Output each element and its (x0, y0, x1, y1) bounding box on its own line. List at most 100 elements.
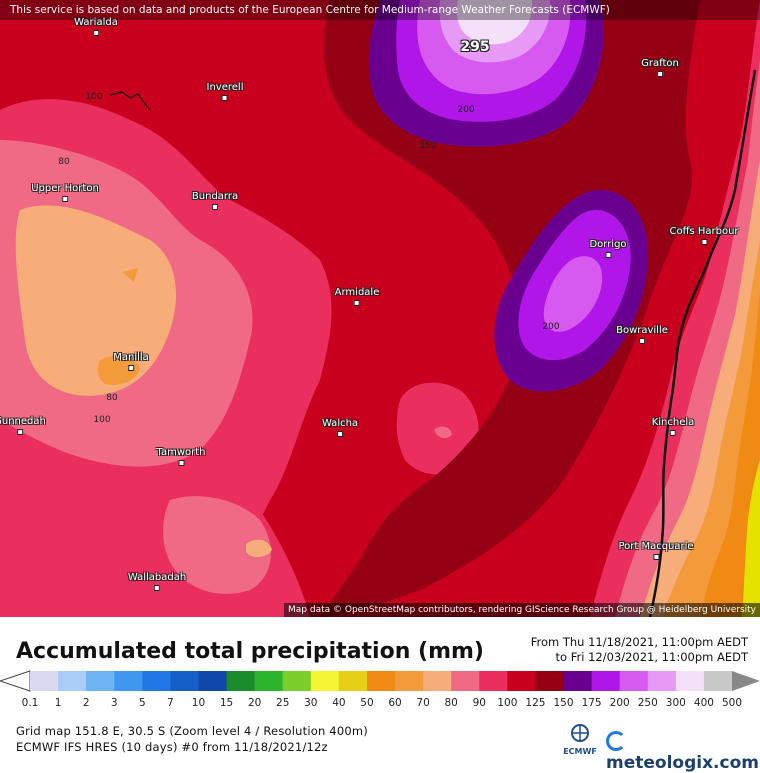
legend-swatch (310, 671, 340, 691)
legend-tick-label: 100 (497, 697, 518, 709)
city-marker[interactable]: Coffs Harbour (669, 226, 739, 245)
legend-swatch (647, 671, 677, 691)
city-marker[interactable]: Port Macquarie (618, 541, 694, 560)
city-name: Walcha (321, 418, 359, 429)
city-marker[interactable]: Walcha (322, 418, 358, 437)
orange-west-region (15, 205, 176, 396)
legend-swatch (451, 671, 480, 691)
city-marker[interactable]: Manilla (113, 352, 149, 371)
city-marker[interactable]: Armidale (334, 287, 380, 306)
orange-patch (122, 268, 138, 282)
city-marker[interactable]: Kinchela (652, 417, 694, 436)
chart-title: Accumulated total precipitation (mm) (16, 639, 484, 664)
legend-arrow-right (732, 671, 760, 691)
city-dot (93, 30, 99, 36)
city-marker[interactable]: Dorrigo (589, 239, 627, 258)
color-legend-bar (0, 670, 760, 692)
legend-tick-label: 150 (553, 697, 574, 709)
city-dot (128, 365, 134, 371)
legend-tick-label: 2 (82, 697, 90, 709)
legend-tick-label: 10 (191, 697, 206, 709)
map-attribution: Map data © OpenStreetMap contributors, r… (284, 603, 760, 617)
legend-tick-label: 400 (693, 697, 714, 709)
legend-tick-label: 40 (332, 697, 346, 709)
legend-swatch (591, 671, 621, 691)
date-from: From Thu 11/18/2021, 11:00pm AEDT (530, 635, 748, 649)
city-marker[interactable]: Upper Horton (31, 183, 99, 202)
contour-label: 80 (106, 393, 118, 403)
city-name: Gunnedah (0, 416, 46, 427)
legend-swatch (338, 671, 368, 691)
legend-swatch (226, 671, 256, 691)
legend-tick-label: 60 (388, 697, 402, 709)
legend-tick-label: 80 (444, 697, 458, 709)
contour-label: 100 (93, 415, 111, 425)
legend-tick-label: 175 (581, 697, 602, 709)
meteologix-brand[interactable]: meteologix.com (606, 731, 760, 773)
brand-c-icon (606, 731, 626, 751)
city-dot (153, 585, 160, 591)
city-marker[interactable]: Grafton (641, 58, 679, 77)
legend-swatch (619, 671, 649, 691)
city-marker[interactable]: Inverell (206, 82, 244, 101)
city-dot (701, 239, 707, 245)
legend-tick-label: 250 (637, 697, 658, 709)
legend-swatch (535, 671, 565, 691)
ecmwf-globe-icon (571, 724, 589, 742)
city-marker[interactable]: Gunnedah (0, 416, 46, 435)
legend-tick-label: 90 (472, 697, 486, 709)
city-dot (657, 71, 663, 77)
city-name: Armidale (334, 287, 380, 298)
legend-swatch (703, 671, 733, 691)
ecmwf-notice: This service is based on data and produc… (0, 0, 760, 20)
city-name: Warialda (74, 17, 118, 28)
legend-swatch (423, 671, 452, 691)
legend-swatch (395, 671, 424, 691)
legend-tick-label: 200 (609, 697, 630, 709)
coast-dark-orange (700, 290, 760, 617)
city-marker[interactable]: Bundarra (192, 191, 238, 210)
legend-tick-label: 70 (416, 697, 430, 709)
legend-tick-label: 30 (304, 697, 318, 709)
city-marker[interactable]: Bowraville (616, 325, 668, 344)
city-dot (604, 252, 611, 258)
legend-tick-label: 3 (110, 697, 118, 709)
city-dot (639, 338, 645, 344)
city-name: Grafton (641, 58, 679, 69)
city-name: Port Macquarie (618, 541, 694, 552)
city-dot (353, 300, 360, 306)
legend-tick-label: 5 (138, 697, 146, 709)
contour-label: 100 (85, 92, 103, 102)
legend-tick-label: 25 (276, 697, 290, 709)
legend-tick-label: 125 (525, 697, 546, 709)
legend-swatch (507, 671, 536, 691)
city-marker[interactable]: Warialda (74, 17, 118, 36)
contour-label: 150 (419, 141, 437, 151)
legend-swatch (366, 671, 396, 691)
ecmwf-logo-text: ECMWF (563, 747, 597, 756)
legend-tick-label: 500 (721, 697, 743, 709)
max-value-label: 295 (460, 39, 490, 55)
pink-walcha-inner (434, 426, 452, 439)
contour-label: 200 (457, 105, 475, 115)
legend-swatch (675, 671, 705, 691)
legend-tick-label: 300 (665, 697, 686, 709)
city-dot (653, 554, 659, 560)
precipitation-map[interactable]: This service is based on data and produc… (0, 0, 760, 617)
city-name: Upper Horton (31, 183, 99, 194)
city-dot (178, 460, 184, 466)
ecmwf-logo: ECMWF (562, 723, 598, 756)
city-marker[interactable]: Wallabadah (128, 572, 186, 591)
legend-arrow-left (0, 670, 31, 692)
city-dot (222, 95, 228, 101)
legend-tick-label: 1 (54, 697, 62, 709)
lilac-dorrigo (543, 256, 603, 332)
city-dot (16, 429, 23, 435)
legend-tick-labels: 0.1 1 2 3 5 7 10 15 20 25 30 40 50 60 70 80 90 100 125 150 1… (0, 697, 760, 711)
legend-swatch (58, 671, 87, 691)
city-marker[interactable]: Tamworth (157, 447, 206, 466)
contour-label: 80 (58, 157, 70, 167)
date-range: From Thu 11/18/2021, 11:00pm AEDT to Fri… (531, 635, 748, 665)
orange-manilla (97, 355, 140, 386)
city-name: Inverell (206, 82, 244, 93)
